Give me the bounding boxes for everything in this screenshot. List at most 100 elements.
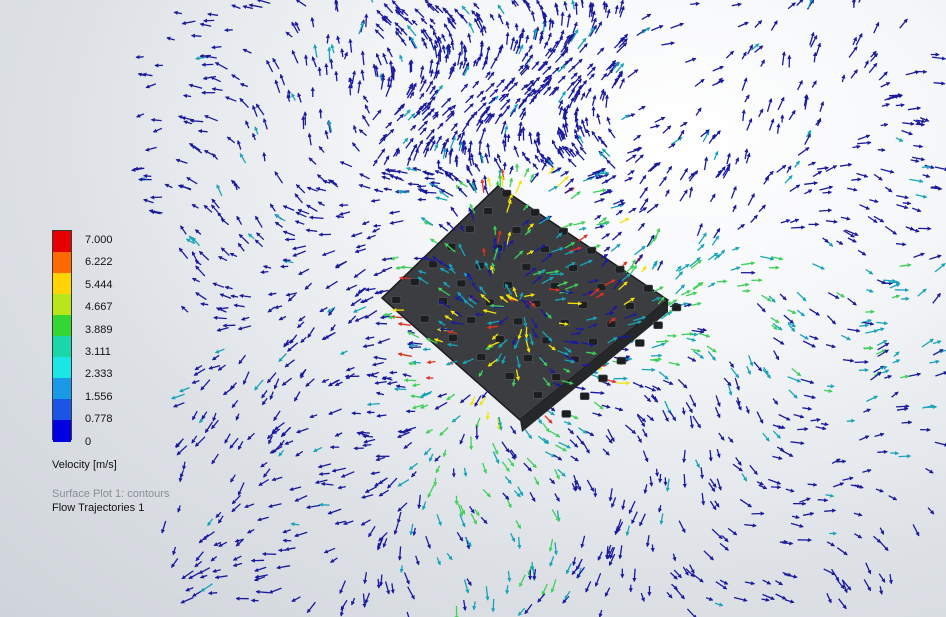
flow-arrow: [509, 107, 517, 118]
flow-arrow: [491, 598, 496, 613]
flow-arrow: [588, 73, 595, 80]
flow-arrow: [347, 84, 353, 96]
flow-arrow: [362, 443, 372, 448]
flow-arrow: [371, 361, 384, 367]
flow-arrow: [444, 147, 449, 158]
flow-arrow: [204, 115, 218, 122]
flow-arrow: [237, 325, 252, 331]
flow-arrow: [681, 407, 686, 416]
flow-arrow: [417, 120, 428, 131]
flow-arrow: [291, 596, 301, 602]
flow-arrow: [304, 282, 313, 290]
flow-arrow: [442, 449, 447, 458]
flow-arrow: [362, 95, 369, 103]
flow-arrow: [506, 497, 512, 509]
flow-arrow: [358, 183, 371, 189]
flow-arrow: [817, 498, 829, 503]
flow-arrow: [262, 118, 268, 130]
flow-arrow: [238, 354, 247, 365]
flow-arrow: [783, 314, 794, 324]
flow-arrow: [494, 112, 503, 125]
flow-arrow: [819, 185, 834, 191]
flow-arrow: [434, 170, 444, 175]
flow-arrow: [564, 346, 572, 353]
flow-arrow: [254, 126, 259, 135]
flow-arrow: [486, 142, 491, 158]
flow-arrow: [822, 190, 833, 195]
flow-arrow: [571, 564, 581, 576]
flow-arrow: [550, 40, 559, 53]
flow-arrow: [200, 302, 209, 307]
flow-arrow: [870, 371, 882, 381]
flow-arrow: [236, 139, 242, 150]
flow-arrow: [563, 115, 568, 129]
flow-arrow: [896, 406, 909, 412]
flow-arrow: [804, 133, 811, 146]
flow-arrow: [548, 17, 553, 31]
flow-arrow: [915, 193, 928, 199]
flow-arrow: [867, 215, 878, 224]
flow-arrow: [230, 294, 239, 299]
flow-arrow: [451, 18, 457, 25]
flow-arrow: [232, 562, 243, 567]
flow-arrow: [284, 359, 295, 368]
flow-arrow: [417, 188, 429, 194]
plot-item-flow-trajectories[interactable]: Flow Trajectories 1: [52, 502, 145, 514]
flow-arrow: [658, 473, 663, 483]
flow-arrow: [725, 50, 735, 59]
flow-arrow: [254, 215, 263, 228]
flow-arrow: [419, 65, 425, 78]
flow-arrow: [507, 82, 518, 92]
flow-arrow: [727, 527, 738, 536]
flow-arrow: [592, 188, 607, 194]
flow-arrow: [403, 572, 410, 585]
flow-arrow: [397, 322, 411, 327]
flow-arrow: [458, 187, 468, 198]
flow-arrow: [413, 148, 419, 161]
flow-arrow: [634, 245, 646, 256]
flow-arrow: [608, 553, 616, 567]
flow-arrow: [652, 385, 662, 391]
flow-arrow: [617, 70, 623, 78]
flow-arrow: [519, 292, 524, 300]
flow-arrow: [637, 435, 642, 444]
flow-arrow: [644, 385, 657, 392]
flow-arrow: [395, 104, 405, 115]
flow-arrow: [772, 398, 779, 405]
flow-arrow: [826, 315, 836, 325]
flow-arrow: [222, 323, 236, 328]
flow-arrow: [478, 370, 484, 377]
flow-arrow: [507, 570, 512, 583]
flow-arrow: [411, 19, 418, 26]
plot-item-surface-plot[interactable]: Surface Plot 1: contours: [52, 488, 170, 500]
flow-arrow: [625, 154, 637, 163]
flow-arrow: [548, 185, 559, 192]
flow-arrow: [545, 269, 560, 274]
flow-arrow: [732, 204, 737, 213]
flow-arrow: [718, 432, 725, 441]
flow-arrow: [647, 162, 658, 173]
flow-arrow: [268, 587, 282, 594]
flow-arrow: [481, 462, 488, 474]
flow-arrow: [421, 390, 433, 396]
flow-arrow: [772, 322, 783, 331]
flow-arrow: [606, 547, 614, 560]
flow-arrow: [636, 414, 646, 427]
flow-arrow: [194, 229, 202, 235]
flow-arrow: [365, 336, 375, 341]
flow-arrow: [460, 83, 469, 93]
flow-arrow: [912, 524, 920, 537]
flow-arrow: [531, 318, 538, 329]
flow-arrow: [267, 292, 277, 297]
flow-arrow: [496, 79, 505, 88]
flow-arrow: [746, 118, 753, 131]
flow-arrow: [594, 224, 605, 229]
flow-arrow: [255, 589, 269, 594]
flow-arrow: [334, 70, 339, 82]
flow-arrow: [427, 484, 435, 499]
flow-arrow: [602, 448, 610, 456]
model-component: [521, 263, 532, 271]
flow-arrow: [572, 556, 577, 566]
model-component: [511, 226, 522, 234]
